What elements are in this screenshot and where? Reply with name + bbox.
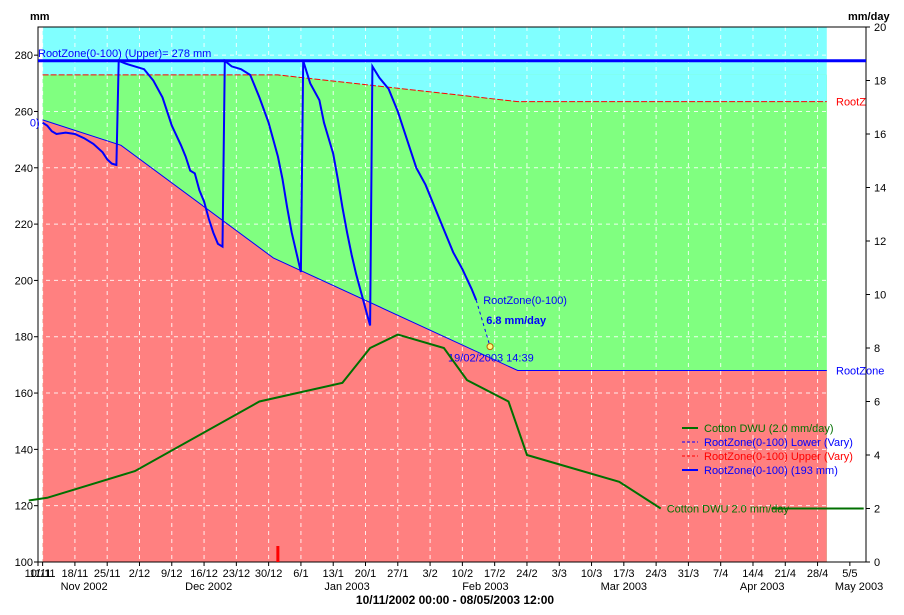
full-point-label: RootZone(0-100) (Upper)= 278 mm <box>38 48 211 60</box>
lower-vary-end-label: RootZone <box>836 366 884 378</box>
x-tick-label: 2/12 <box>129 568 150 580</box>
y-left-tick-label: 180 <box>15 332 33 344</box>
y-left-tick-label: 280 <box>15 50 33 62</box>
y-left-tick-label: 100 <box>15 557 33 569</box>
dwu-end-label: Cotton DWU 2.0 mm/day <box>667 504 790 516</box>
y-right-tick-label: 8 <box>874 343 880 355</box>
month-label: Nov 2002 <box>61 581 108 593</box>
y-left-tick-label: 240 <box>15 163 33 175</box>
month-label: Dec 2002 <box>185 581 232 593</box>
x-tick-label: 7/4 <box>713 568 728 580</box>
y-right-tick-label: 6 <box>874 397 880 409</box>
x-tick-label: 11/11 <box>30 568 56 580</box>
y-left-tick-label: 220 <box>15 219 33 231</box>
forecast-line <box>475 299 491 347</box>
x-tick-label: 10/2 <box>452 568 473 580</box>
x-tick-label: 28/4 <box>807 568 828 580</box>
x-tick-label: 24/3 <box>645 568 666 580</box>
y-right-tick-label: 12 <box>874 236 886 248</box>
x-tick-label: 23/12 <box>223 568 251 580</box>
month-label: Apr 2003 <box>740 581 785 593</box>
y-left-tick-label: 140 <box>15 444 33 456</box>
x-tick-label: 9/12 <box>161 568 182 580</box>
forecast-series-label: RootZone(0-100) <box>483 295 567 307</box>
month-label: Mar 2003 <box>601 581 647 593</box>
month-label: May 2003 <box>835 581 883 593</box>
y-right-tick-label: 14 <box>874 183 886 195</box>
dwu-line <box>28 333 662 510</box>
x-tick-label: 20/1 <box>355 568 376 580</box>
rootzone-start-label: 0) <box>30 118 40 130</box>
legend-label: Cotton DWU (2.0 mm/day) <box>704 423 834 435</box>
x-tick-label: 21/4 <box>775 568 796 580</box>
x-tick-label: 25/11 <box>94 568 121 580</box>
lower-vary-line <box>42 119 827 371</box>
zone-full-edge <box>42 74 827 102</box>
upper-vary-end-label: RootZ <box>836 97 866 109</box>
x-tick-label: 13/1 <box>323 568 344 580</box>
x-tick-label: 17/3 <box>613 568 634 580</box>
y-left-tick-label: 260 <box>15 106 33 118</box>
x-tick-label: 30/12 <box>255 568 283 580</box>
y-right-tick-label: 10 <box>874 290 886 302</box>
y-left-tick-label: 200 <box>15 275 33 287</box>
y-right-tick-label: 4 <box>874 450 880 462</box>
date-marker <box>276 546 280 562</box>
y-right-tick-label: 16 <box>874 129 886 141</box>
right-axis-unit: mm/day <box>848 11 890 23</box>
month-label: Feb 2003 <box>462 581 508 593</box>
y-right-tick-label: 0 <box>874 557 880 569</box>
y-left-tick-label: 120 <box>15 501 33 513</box>
left-axis-unit: mm <box>30 11 50 23</box>
upper-vary-line <box>42 74 827 103</box>
legend-label: RootZone(0-100) Upper (Vary) <box>704 451 853 463</box>
zone-stress <box>42 119 827 563</box>
x-tick-label: 5/5 <box>842 568 857 580</box>
x-tick-label: 6/1 <box>293 568 308 580</box>
month-label: Jan 2003 <box>324 581 369 593</box>
y-right-tick-label: 20 <box>874 22 886 34</box>
rootzone-line <box>42 58 478 326</box>
x-tick-label: 3/3 <box>552 568 567 580</box>
x-tick-label: 3/2 <box>422 568 437 580</box>
x-tick-label: 24/2 <box>516 568 537 580</box>
forecast-rate-label: 6.8 mm/day <box>486 315 547 327</box>
date-range-label: 10/11/2002 00:00 - 08/05/2003 12:00 <box>356 593 554 607</box>
x-tick-label: 17/2 <box>484 568 505 580</box>
x-tick-label: 10/3 <box>581 568 602 580</box>
legend-label: RootZone(0-100) Lower (Vary) <box>704 437 853 449</box>
x-tick-label: 14/4 <box>742 568 763 580</box>
y-right-tick-label: 2 <box>874 504 880 516</box>
x-tick-label: 16/12 <box>190 568 218 580</box>
y-left-tick-label: 160 <box>15 388 33 400</box>
forecast-point <box>486 343 494 351</box>
x-tick-label: 10/11 <box>25 568 52 580</box>
legend-label: RootZone(0-100) (193 mm) <box>704 465 838 477</box>
forecast-date-label: 19/02/2003 14:39 <box>448 353 534 365</box>
plot-area: 100 120 140 160 180 200 220 240 260 280 0 2 4 6 8 10 12 1… <box>15 22 887 593</box>
x-tick-label: 27/1 <box>387 568 408 580</box>
y-right-tick-label: 18 <box>874 76 886 88</box>
x-tick-label: 31/3 <box>678 568 699 580</box>
x-tick-label: 18/11 <box>62 568 89 580</box>
